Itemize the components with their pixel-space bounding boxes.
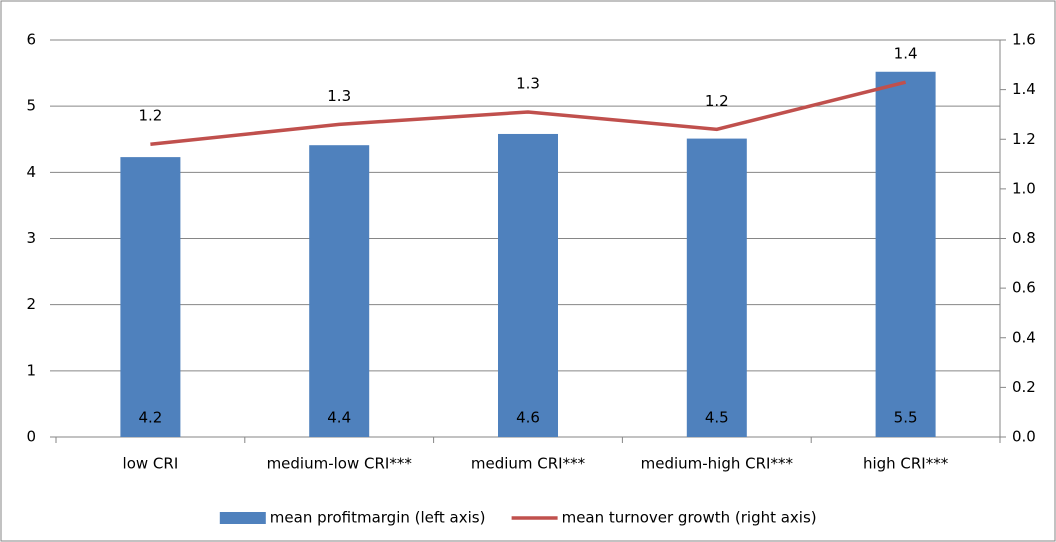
y2-tick-label: 1.0	[1012, 179, 1036, 197]
line	[150, 80, 907, 146]
bar-value-label: 4.2	[138, 409, 162, 427]
y2-tick-label: 1.4	[1012, 80, 1036, 98]
line-value-label: 1.2	[705, 92, 729, 110]
bar-value-label: 4.6	[516, 409, 540, 427]
legend-swatch	[219, 512, 266, 524]
y2-tick-label: 1.6	[1012, 31, 1036, 49]
y-tick-label: 2	[26, 295, 36, 313]
legend-label: mean profitmargin (left axis)	[270, 509, 486, 527]
bar	[309, 145, 370, 437]
line-value-label: 1.3	[327, 87, 351, 105]
line-value-label: 1.4	[894, 45, 918, 63]
y2-tick-label: 0.4	[1012, 328, 1036, 346]
y2-tick-label: 1.2	[1012, 130, 1036, 148]
bar	[875, 71, 936, 437]
line-value-label: 1.3	[516, 74, 540, 92]
y2-tick-label: 0.2	[1012, 378, 1036, 396]
bar-value-label: 5.5	[894, 409, 918, 427]
bar-value-label: 4.4	[327, 409, 351, 427]
bar	[498, 133, 558, 437]
y-tick-label: 6	[26, 31, 36, 49]
y2-tick-label: 0.8	[1012, 229, 1036, 247]
y2-tick-label: 0.0	[1012, 428, 1036, 446]
x-tick-label: medium-low CRI***	[267, 455, 413, 473]
y2-tick-label: 0.6	[1012, 279, 1036, 297]
y-tick-label: 1	[26, 361, 36, 379]
x-tick-label: low CRI	[123, 455, 179, 473]
legend-label: mean turnover growth (right axis)	[562, 509, 817, 527]
bar-value-label: 4.5	[705, 409, 729, 427]
x-tick-label: medium CRI***	[471, 455, 586, 473]
x-tick-label: medium-high CRI***	[641, 455, 794, 473]
y-tick-label: 5	[26, 97, 36, 115]
bar	[120, 157, 181, 438]
x-tick-label: high CRI***	[863, 455, 949, 473]
y-tick-label: 3	[26, 229, 36, 247]
bar	[686, 138, 747, 438]
y-tick-label: 4	[26, 163, 36, 181]
line-value-label: 1.2	[138, 107, 162, 125]
y-tick-label: 0	[26, 428, 36, 446]
